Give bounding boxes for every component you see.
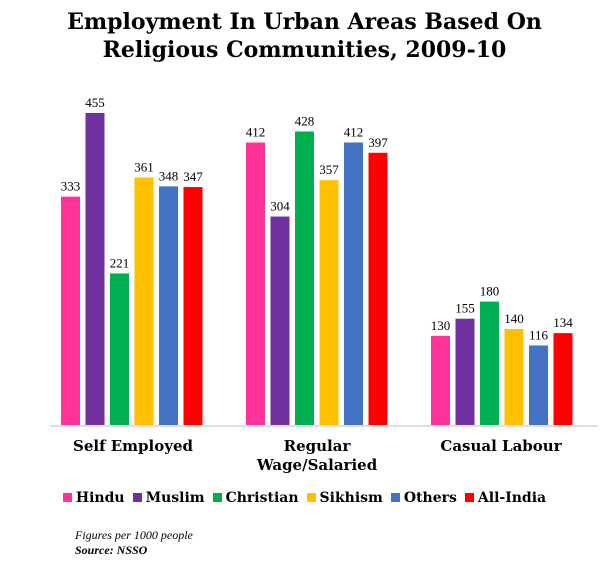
bar-muslim-1 xyxy=(270,216,290,425)
bar-others-2 xyxy=(529,345,548,425)
legend-item-all-india: All-India xyxy=(464,490,547,506)
value-label: 116 xyxy=(529,327,549,342)
value-label: 412 xyxy=(246,124,266,139)
category-labels-group: Self Employed Regular Wage/Salaried Casual … xyxy=(73,437,563,474)
legend-swatch xyxy=(306,493,316,502)
value-labels-group: 333 412 130 455 304 155 221 428 180 361 357 140 348 4… xyxy=(61,95,574,342)
legend-swatch xyxy=(464,493,474,502)
legend-item-hindu: Hindu xyxy=(62,490,125,506)
value-label: 397 xyxy=(368,135,388,150)
bar-sikhism-2 xyxy=(504,329,524,425)
legend-item-muslim: Muslim xyxy=(132,490,205,506)
value-label: 357 xyxy=(319,162,339,177)
value-label: 140 xyxy=(504,311,524,326)
legend-item-christian: Christian xyxy=(212,490,299,506)
legend-label: Christian xyxy=(225,490,299,506)
legend-label: Hindu xyxy=(75,490,125,506)
value-label: 221 xyxy=(110,255,130,270)
value-label: 180 xyxy=(480,284,500,299)
legend-label: All-India xyxy=(477,490,547,506)
source-note: Source: NSSO xyxy=(75,543,148,557)
legend-swatch xyxy=(62,493,72,502)
figures-note: Figures per 1000 people xyxy=(75,528,193,542)
value-label: 455 xyxy=(85,95,105,110)
bar-all-india-2 xyxy=(553,333,573,425)
bars-group xyxy=(61,113,573,425)
value-label: 412 xyxy=(344,124,364,139)
bar-hindu-2 xyxy=(431,335,450,425)
value-label: 134 xyxy=(553,315,573,330)
bar-muslim-0 xyxy=(85,113,105,425)
legend-item-others: Others xyxy=(390,490,457,506)
category-label: Casual Labour xyxy=(440,437,562,455)
legend: Hindu Muslim Christian Sikhism Others All-Ind… xyxy=(0,490,609,506)
bar-christian-0 xyxy=(110,273,129,425)
legend-item-sikhism: Sikhism xyxy=(306,490,383,506)
legend-swatch xyxy=(390,493,400,502)
bar-all-india-1 xyxy=(368,152,388,425)
bar-hindu-0 xyxy=(61,196,80,425)
bar-christian-1 xyxy=(295,131,314,425)
legend-swatch xyxy=(132,493,142,502)
value-label: 348 xyxy=(159,168,179,183)
value-label: 428 xyxy=(295,114,315,129)
legend-swatch xyxy=(212,493,222,502)
value-label: 155 xyxy=(455,301,475,316)
value-label: 130 xyxy=(431,318,451,333)
value-label: 361 xyxy=(134,159,154,174)
legend-label: Others xyxy=(403,490,457,506)
category-label: Self Employed xyxy=(73,437,194,455)
bar-others-1 xyxy=(344,142,363,425)
bar-muslim-2 xyxy=(455,318,475,425)
value-label: 347 xyxy=(183,169,203,184)
bar-hindu-1 xyxy=(246,142,265,425)
category-label: Regular Wage/Salaried xyxy=(256,437,378,474)
bar-sikhism-0 xyxy=(134,177,154,425)
bar-all-india-0 xyxy=(183,187,203,425)
bar-christian-2 xyxy=(480,301,499,425)
legend-label: Muslim xyxy=(145,490,205,506)
bar-sikhism-1 xyxy=(319,180,339,425)
legend-label: Sikhism xyxy=(319,490,383,506)
chart-title: Employment In Urban Areas Based On Religi… xyxy=(67,9,542,63)
value-label: 304 xyxy=(270,199,290,214)
value-label: 333 xyxy=(61,179,81,194)
bar-others-0 xyxy=(159,186,178,425)
